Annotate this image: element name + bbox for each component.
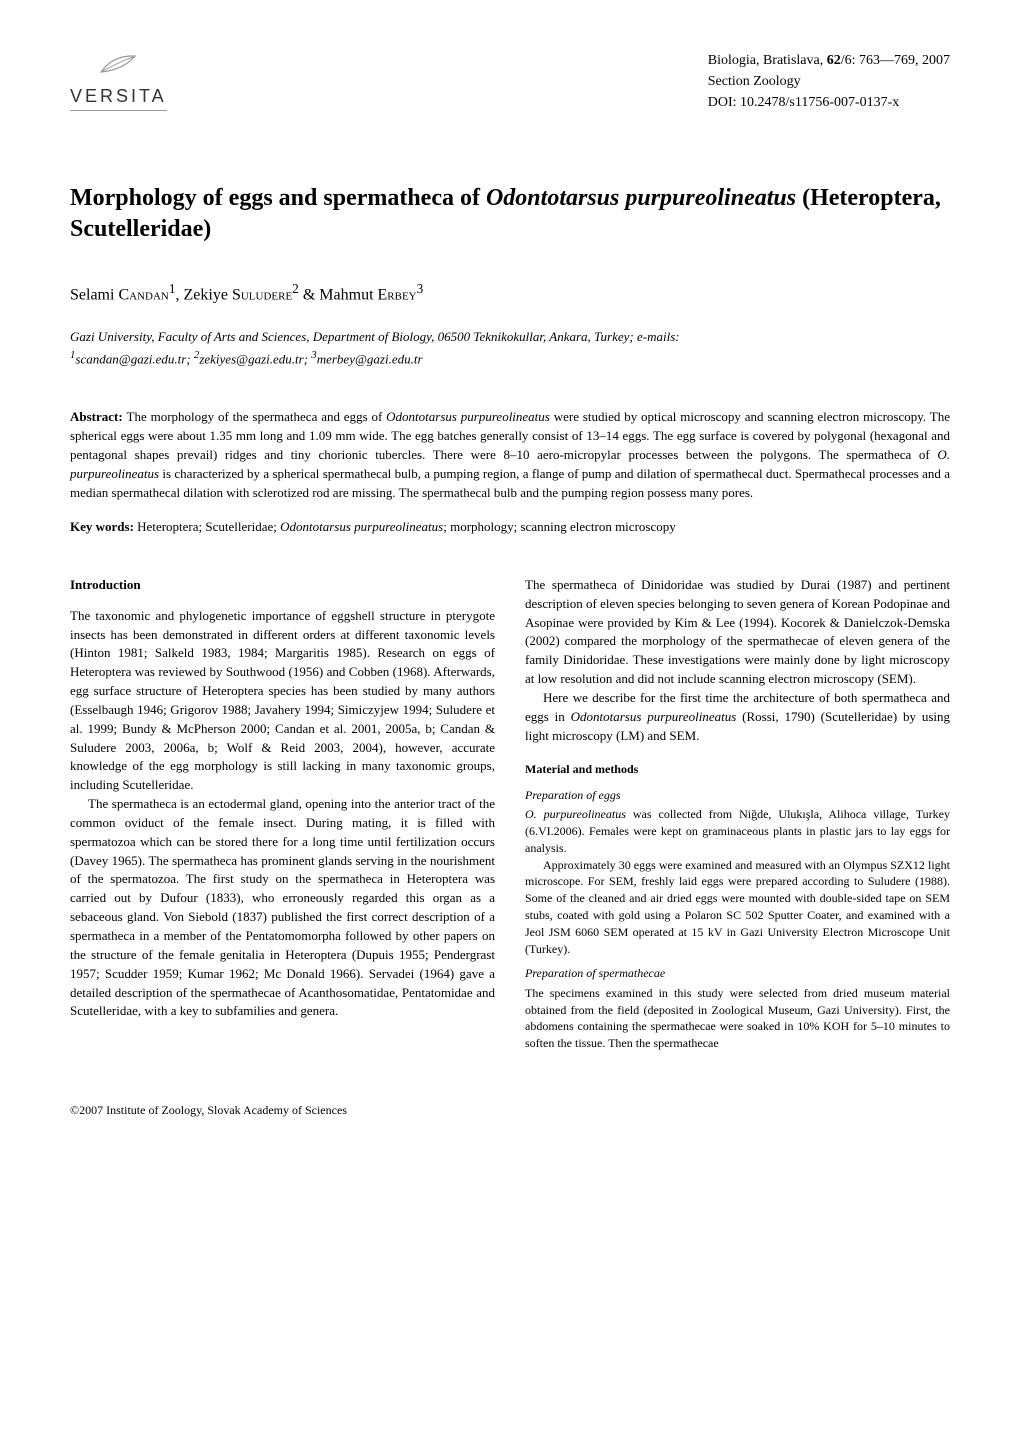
pub-section: Section Zoology [708,71,950,92]
intro-p1: The taxonomic and phylogenetic importanc… [70,607,495,795]
keywords: Key words: Heteroptera; Scutelleridae; O… [70,518,950,536]
abstract-label: Abstract: [70,409,127,424]
pub-doi: DOI: 10.2478/s11756-007-0137-x [708,92,950,113]
materials-methods-heading: Material and methods [525,761,950,778]
body-columns: Introduction The taxonomic and phylogene… [70,576,950,1052]
copyright-footer: ©2007 Institute of Zoology, Slovak Acade… [70,1102,950,1119]
versita-logo: VERSITA [70,50,167,111]
sep: , [176,287,184,304]
affiliation-text: Gazi University, Faculty of Arts and Sci… [70,329,680,344]
sep: & [299,287,319,304]
author1-sup: 1 [169,281,176,296]
abstract-species1: Odontotarsus purpureolineatus [386,409,550,424]
introduction-heading: Introduction [70,576,495,595]
keywords-label: Key words: [70,519,137,534]
author1-last: Candan [118,287,168,304]
p2-species: Odontotarsus purpureolineatus [571,709,737,724]
author3-sup: 3 [417,281,424,296]
pub-citation: Biologia, Bratislava, 62/6: 763—769, 200… [708,50,950,71]
page-header: VERSITA Biologia, Bratislava, 62/6: 763—… [70,50,950,113]
logo-text: VERSITA [70,84,167,111]
prep-eggs-p1: O. purpureolineatus was collected from N… [525,806,950,856]
keywords-species: Odontotarsus purpureolineatus [280,519,443,534]
intro-p2: The spermatheca is an ectodermal gland, … [70,795,495,1021]
author1-first: Selami [70,287,118,304]
email2: zekiyes@gazi.edu.tr; [199,351,311,366]
author3-last: Erbey [378,287,417,304]
publication-info: Biologia, Bratislava, 62/6: 763—769, 200… [708,50,950,113]
prep-sperm-heading: Preparation of spermathecae [525,965,950,982]
article-title: Morphology of eggs and spermatheca of Od… [70,183,950,245]
abstract-text: is characterized by a spherical spermath… [70,466,950,500]
left-column: Introduction The taxonomic and phylogene… [70,576,495,1052]
email3: merbey@gazi.edu.tr [317,351,423,366]
prep-sperm-p1: The specimens examined in this study wer… [525,985,950,1052]
keywords-text: Heteroptera; Scutelleridae; [137,519,280,534]
authors: Selami Candan1, Zekiye Suludere2 & Mahmu… [70,280,950,307]
right-p1: The spermatheca of Dinidoridae was studi… [525,576,950,689]
title-species: Odontotarsus purpureolineatus [486,185,796,211]
email1: scandan@gazi.edu.tr; [75,351,193,366]
species: O. purpureolineatus [525,807,626,821]
prep-eggs-heading: Preparation of eggs [525,787,950,804]
affiliation: Gazi University, Faculty of Arts and Sci… [70,327,950,368]
keywords-text: ; morphology; scanning electron microsco… [443,519,676,534]
author2-sup: 2 [292,281,299,296]
abstract-text: The morphology of the spermatheca and eg… [127,409,387,424]
author2-last: Suludere [232,287,292,304]
right-p2: Here we describe for the first time the … [525,689,950,746]
right-column: The spermatheca of Dinidoridae was studi… [525,576,950,1052]
prep-eggs-p2: Approximately 30 eggs were examined and … [525,857,950,958]
author3-first: Mahmut [319,287,377,304]
title-part1: Morphology of eggs and spermatheca of [70,185,486,211]
abstract: Abstract: The morphology of the spermath… [70,408,950,502]
author2-first: Zekiye [184,287,232,304]
